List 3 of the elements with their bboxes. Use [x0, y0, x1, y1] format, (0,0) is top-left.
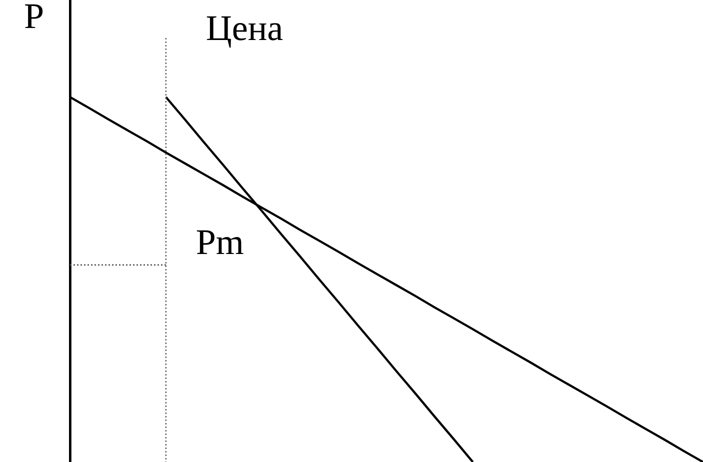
text: Цена [206, 8, 284, 48]
series-label: Pm [196, 222, 244, 262]
y-axis-title: P [24, 0, 44, 36]
